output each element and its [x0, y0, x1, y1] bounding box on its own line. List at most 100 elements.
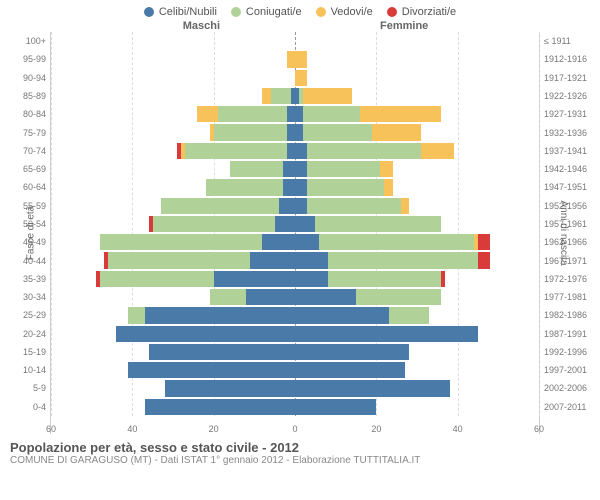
female-bar [295, 399, 539, 415]
plot: 6040200204060 [50, 32, 540, 434]
female-bar [295, 289, 539, 305]
male-bar [51, 362, 295, 378]
female-bar [295, 362, 539, 378]
bar-segment [128, 362, 295, 378]
birth-tick: 2002-2006 [544, 379, 600, 397]
bar-segment [295, 252, 328, 268]
bar-segment [295, 362, 405, 378]
bar-row [51, 288, 539, 306]
birth-tick: 1947-1951 [544, 178, 600, 196]
bar-segment [295, 271, 328, 287]
bar-segment [295, 344, 409, 360]
female-bar [295, 271, 539, 287]
legend-item: Coniugati/e [231, 6, 302, 18]
bar-row [51, 50, 539, 68]
bar-segment [279, 198, 295, 214]
age-tick: 55-59 [0, 197, 46, 215]
male-bar [51, 33, 295, 49]
bar-segment [421, 143, 454, 159]
female-bar [295, 234, 539, 250]
male-bar [51, 51, 295, 67]
bar-row [51, 306, 539, 324]
age-tick: 0-4 [0, 398, 46, 416]
x-tick: 20 [209, 424, 219, 434]
bar-row [51, 270, 539, 288]
bar-segment [295, 124, 303, 140]
male-bar [51, 326, 295, 342]
bar-row [51, 69, 539, 87]
x-tick: 40 [453, 424, 463, 434]
bar-segment [153, 216, 275, 232]
bar-row [51, 32, 539, 50]
birth-tick: 1917-1921 [544, 69, 600, 87]
bar-segment [197, 106, 217, 122]
x-tick: 20 [371, 424, 381, 434]
bar-row [51, 398, 539, 416]
birth-tick: 1962-1966 [544, 233, 600, 251]
bar-segment [356, 289, 441, 305]
age-tick: 15-19 [0, 343, 46, 361]
chart-area: Fasce di età Anni di nascita 100+95-9990… [0, 32, 600, 434]
bar-segment [307, 161, 380, 177]
age-tick: 35-39 [0, 270, 46, 288]
female-bar [295, 124, 539, 140]
y-left-axis-label: Fasce di età [26, 206, 37, 260]
female-bar [295, 70, 539, 86]
bar-row [51, 215, 539, 233]
bar-segment [295, 70, 307, 86]
age-tick: 75-79 [0, 123, 46, 141]
bar-segment [262, 88, 270, 104]
legend-swatch [387, 7, 397, 17]
chart-subtitle: COMUNE DI GARAGUSO (MT) - Dati ISTAT 1° … [10, 455, 590, 466]
female-bar [295, 252, 539, 268]
bar-segment [128, 307, 144, 323]
bar-segment [389, 307, 430, 323]
bar-row [51, 160, 539, 178]
female-bar [295, 179, 539, 195]
male-bar [51, 216, 295, 232]
male-bar [51, 179, 295, 195]
legend-item: Divorziati/e [387, 6, 456, 18]
bar-segment [214, 124, 287, 140]
legend-swatch [231, 7, 241, 17]
female-bar [295, 307, 539, 323]
male-bar [51, 344, 295, 360]
age-tick: 45-49 [0, 233, 46, 251]
bar-segment [116, 326, 295, 342]
age-tick: 10-14 [0, 361, 46, 379]
bar-segment [303, 88, 352, 104]
age-tick: 50-54 [0, 215, 46, 233]
female-bar [295, 198, 539, 214]
bar-segment [295, 326, 478, 342]
bar-row [51, 251, 539, 269]
female-bar [295, 216, 539, 232]
bar-segment [287, 106, 295, 122]
bar-rows [51, 32, 539, 416]
male-bar [51, 143, 295, 159]
bar-row [51, 379, 539, 397]
female-bar [295, 33, 539, 49]
birth-tick: 1927-1931 [544, 105, 600, 123]
bar-segment [287, 124, 295, 140]
male-bar [51, 234, 295, 250]
bar-row [51, 105, 539, 123]
bar-segment [295, 289, 356, 305]
age-tick: 95-99 [0, 50, 46, 68]
bar-row [51, 178, 539, 196]
bar-segment [328, 271, 442, 287]
male-bar [51, 161, 295, 177]
age-tick: 25-29 [0, 306, 46, 324]
bar-segment [295, 380, 450, 396]
bar-row [51, 361, 539, 379]
legend-item: Celibi/Nubili [144, 6, 217, 18]
x-ticks: 6040200204060 [51, 418, 539, 434]
age-tick: 60-64 [0, 178, 46, 196]
bar-row [51, 343, 539, 361]
age-tick: 30-34 [0, 288, 46, 306]
birth-tick: 1932-1936 [544, 123, 600, 141]
age-tick: 5-9 [0, 379, 46, 397]
age-tick: 40-44 [0, 251, 46, 269]
bar-segment [303, 124, 372, 140]
birth-tick: 1922-1926 [544, 87, 600, 105]
age-tick: 70-74 [0, 142, 46, 160]
